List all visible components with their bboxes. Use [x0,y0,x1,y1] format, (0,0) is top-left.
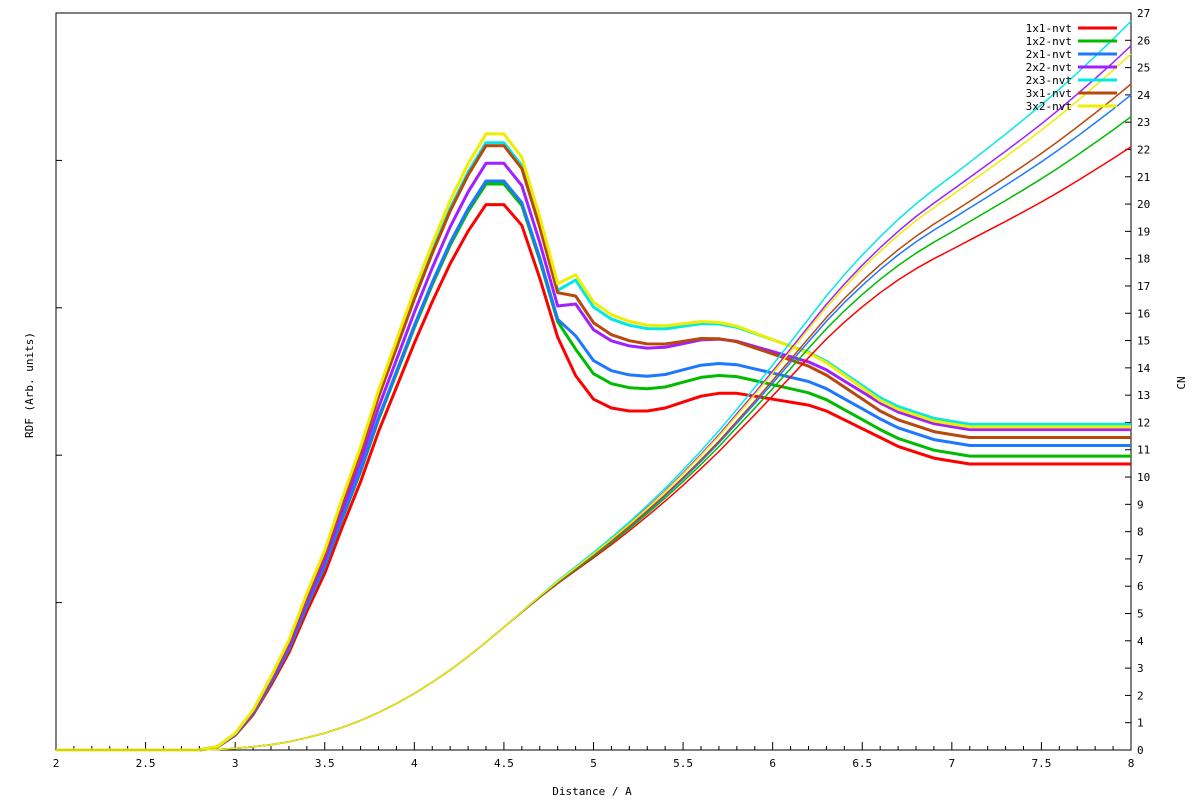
legend-label-2x2-nvt: 2x2-nvt [1026,61,1072,74]
x-tick-label: 3.5 [315,757,335,770]
right-tick-label: 14 [1137,362,1151,375]
x-axis-label: Distance / A [552,785,632,798]
right-tick-label: 27 [1137,7,1150,20]
x-tick-label: 2.5 [136,757,156,770]
right-tick-label: 22 [1137,143,1150,156]
left-y-axis-label: RDF (Arb. units) [23,332,36,438]
right-tick-label: 5 [1137,608,1144,621]
left-axis-ticks [56,12,62,751]
right-tick-label: 1 [1137,717,1144,730]
right-tick-label: 16 [1137,307,1150,320]
x-tick-label: 6.5 [852,757,872,770]
right-tick-label: 18 [1137,253,1150,266]
rdf-line-1x1-nvt [56,203,1131,752]
cn-series-group [56,20,1132,751]
right-tick-label: 15 [1137,335,1150,348]
right-tick-label: 3 [1137,662,1144,675]
x-tick-label: 6 [769,757,776,770]
right-tick-label: 6 [1137,580,1144,593]
right-tick-label: 2 [1137,689,1144,702]
right-y-axis-label: CN [1175,376,1188,389]
x-tick-label: 7.5 [1031,757,1051,770]
rdf-line-2x1-nvt [56,179,1131,752]
right-tick-label: 26 [1137,34,1150,47]
x-tick-label: 4.5 [494,757,514,770]
right-tick-label: 7 [1137,553,1144,566]
right-tick-label: 20 [1137,198,1150,211]
right-tick-label: 0 [1137,744,1144,757]
x-tick-label: 8 [1128,757,1135,770]
right-tick-label: 10 [1137,471,1150,484]
legend: 1x1-nvt1x2-nvt2x1-nvt2x2-nvt2x3-nvt3x1-n… [1026,22,1117,113]
x-tick-label: 5.5 [673,757,693,770]
x-axis-ticks: 2 2.5 3 3.5 4 4.5 5 5.5 6 6.5 7 7.5 8 [53,742,1135,770]
x-tick-label: 5 [590,757,597,770]
legend-label-3x2-nvt: 3x2-nvt [1026,100,1072,113]
x-tick-label: 4 [411,757,418,770]
legend-label-2x1-nvt: 2x1-nvt [1026,48,1072,61]
right-tick-label: 8 [1137,526,1144,539]
right-tick-label: 13 [1137,389,1150,402]
right-axis-ticks: 0123456789101112131415161718192021222324… [1125,7,1151,757]
right-tick-label: 24 [1137,89,1151,102]
rdf-line-2x2-nvt [56,161,1131,752]
x-tick-label: 3 [232,757,239,770]
right-tick-label: 17 [1137,280,1150,293]
legend-label-1x1-nvt: 1x1-nvt [1026,22,1072,35]
rdf-series-group [56,132,1131,752]
right-tick-label: 23 [1137,116,1150,129]
right-tick-label: 12 [1137,416,1150,429]
legend-label-1x2-nvt: 1x2-nvt [1026,35,1072,48]
rdf-line-3x2-nvt [56,132,1131,752]
right-tick-label: 19 [1137,225,1150,238]
right-tick-label: 11 [1137,444,1150,457]
right-tick-label: 9 [1137,498,1144,511]
right-tick-label: 25 [1137,62,1150,75]
right-tick-label: 4 [1137,635,1144,648]
legend-label-3x1-nvt: 3x1-nvt [1026,87,1072,100]
right-tick-label: 21 [1137,171,1150,184]
x-tick-label: 7 [949,757,956,770]
cn-line-3x2-nvt [56,53,1132,751]
legend-label-2x3-nvt: 2x3-nvt [1026,74,1072,87]
x-tick-label: 2 [53,757,60,770]
